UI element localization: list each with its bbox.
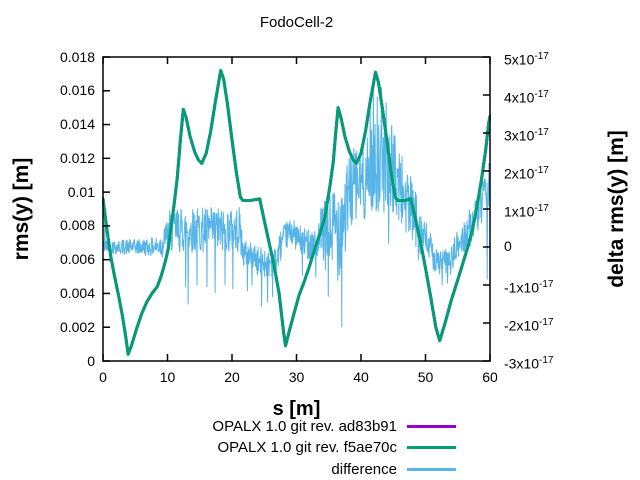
y-tick-label: 0.018 [59, 48, 95, 65]
y-tick-label: 0.008 [59, 217, 95, 234]
y2-axis-label: delta rms(y) [m] [605, 130, 628, 288]
y2-tick-label: 1x10-17 [504, 203, 549, 220]
series-line-f5ae70c [102, 69, 491, 356]
y-tick-label: 0.002 [59, 318, 95, 335]
x-tick-label: 10 [159, 369, 176, 385]
legend-line-sample [407, 424, 456, 428]
y2-tick-label: -1x10-17 [504, 279, 554, 296]
legend-label: OPALX 1.0 git rev. ad83b91 [212, 417, 397, 435]
y2-tick-label: 0 [504, 238, 512, 254]
legend-label: OPALX 1.0 git rev. f5ae70c [217, 439, 397, 456]
legend-row: OPALX 1.0 git rev. f5ae70c [100, 439, 456, 457]
x-tick-label: 60 [482, 369, 498, 385]
y-tick-label: 0.012 [59, 149, 95, 166]
legend-label: difference [331, 460, 397, 478]
y-axis-label: rms(y) [m] [10, 157, 33, 261]
legend-row: OPALX 1.0 git rev. ad83b91 [100, 417, 456, 435]
x-axis-label: s [m] [272, 398, 321, 420]
y-tick-label: 0.01 [67, 183, 95, 200]
legend-row: difference [100, 460, 456, 478]
y2-tick-label: 4x10-17 [504, 89, 549, 106]
y-tick-label: 0.006 [59, 251, 95, 268]
y2-tick-label: 5x10-17 [504, 51, 549, 68]
x-tick-label: 30 [288, 369, 305, 385]
chart-title: FodoCell-2 [259, 14, 334, 31]
plot-border [102, 56, 491, 362]
y-tick-label: 0.014 [59, 116, 95, 133]
legend-line-sample [407, 467, 456, 471]
x-tick-label: 50 [417, 369, 434, 385]
legend-line-sample [407, 446, 456, 449]
y2-tick-label: -3x10-17 [504, 355, 554, 372]
series-line-difference [102, 86, 491, 328]
x-tick-label: 40 [353, 369, 369, 385]
y-tick-label: 0.016 [59, 82, 95, 99]
y2-tick-label: 3x10-17 [504, 127, 549, 144]
y-tick-label: 0 [87, 352, 95, 369]
x-tick-label: 0 [99, 369, 107, 385]
y2-tick-label: 2x10-17 [504, 165, 549, 182]
y2-tick-label: -2x10-17 [504, 317, 554, 334]
y-tick-label: 0.004 [59, 284, 95, 301]
x-tick-label: 20 [224, 369, 240, 385]
